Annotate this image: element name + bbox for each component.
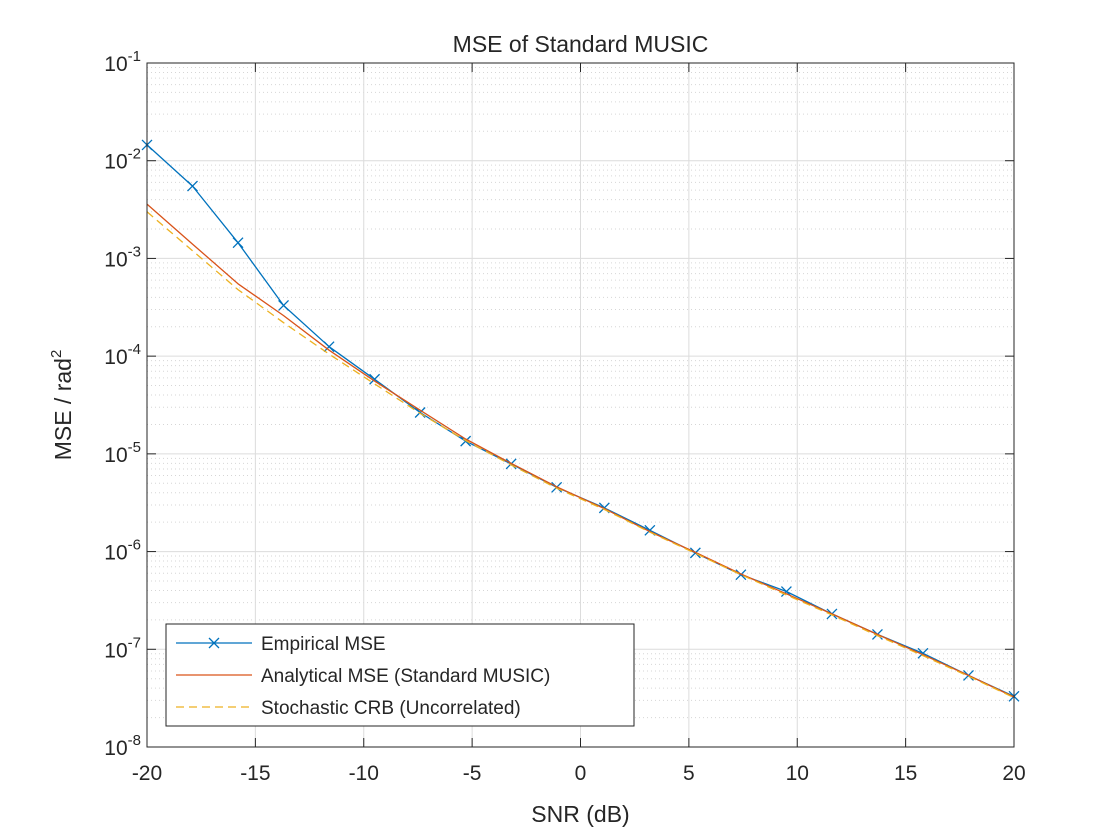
- y-axis-label-main: MSE / rad: [50, 358, 76, 460]
- x-tick-label: 15: [894, 762, 917, 785]
- legend-label-2: Analytical MSE (Standard MUSIC): [261, 666, 550, 687]
- legend-marker: [208, 637, 220, 649]
- y-tick-label: 10-5: [104, 439, 141, 467]
- x-tick-label: 5: [683, 762, 695, 785]
- legend: Empirical MSE Analytical MSE (Standard MU…: [165, 623, 635, 727]
- series-line-2: [146, 203, 1015, 698]
- x-tick-label: 20: [1002, 762, 1025, 785]
- y-tick-label: 10-8: [104, 732, 141, 760]
- y-tick-label: 10-1: [104, 48, 141, 76]
- grid: [146, 62, 1015, 748]
- series-line-3: [146, 211, 1015, 699]
- y-tick-label: 10-6: [104, 537, 141, 565]
- y-tick-label: 10-7: [104, 634, 141, 662]
- ticks: -20 -15 -10 -5 0 5 10 15 20 10-8 10-7 10-6 10-5 10-4 1…: [104, 48, 1025, 785]
- series-marker: [187, 180, 198, 192]
- legend-label-1: Empirical MSE: [261, 634, 386, 655]
- y-tick-label: 10-2: [104, 146, 141, 174]
- x-tick-label: -5: [463, 762, 482, 785]
- y-tick-label: 10-3: [104, 243, 141, 271]
- series-layer: [141, 139, 1020, 702]
- series-marker: [278, 300, 290, 311]
- legend-label-3: Stochastic CRB (Uncorrelated): [261, 698, 521, 719]
- y-axis-label: MSE / rad2: [48, 350, 76, 461]
- y-axis-label-superscript: 2: [48, 350, 65, 358]
- x-tick-label: 10: [786, 762, 809, 785]
- x-tick-label: -10: [349, 762, 379, 785]
- series-marker: [232, 237, 244, 249]
- chart-title: MSE of Standard MUSIC: [453, 31, 709, 57]
- x-tick-label: 0: [575, 762, 587, 785]
- series-marker: [323, 341, 335, 353]
- y-tick-label: 10-4: [104, 341, 141, 369]
- x-axis-label: SNR (dB): [531, 801, 629, 827]
- x-tick-label: -20: [132, 762, 162, 785]
- x-tick-label: -15: [240, 762, 270, 785]
